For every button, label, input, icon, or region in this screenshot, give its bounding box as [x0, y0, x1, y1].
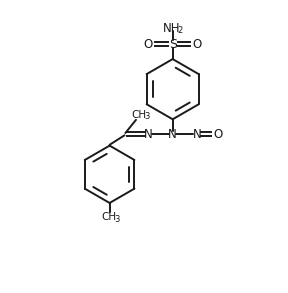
Text: CH: CH — [132, 110, 147, 120]
Text: NH: NH — [163, 22, 181, 35]
Text: 3: 3 — [145, 113, 150, 122]
Text: 3: 3 — [114, 215, 120, 224]
Text: S: S — [169, 38, 177, 51]
Text: N: N — [168, 128, 177, 141]
Text: O: O — [214, 128, 223, 141]
Text: N: N — [193, 128, 201, 141]
Text: O: O — [192, 38, 202, 51]
Text: N: N — [144, 128, 153, 141]
Text: 2: 2 — [177, 26, 183, 35]
Text: O: O — [144, 38, 153, 51]
Text: CH: CH — [101, 212, 116, 222]
